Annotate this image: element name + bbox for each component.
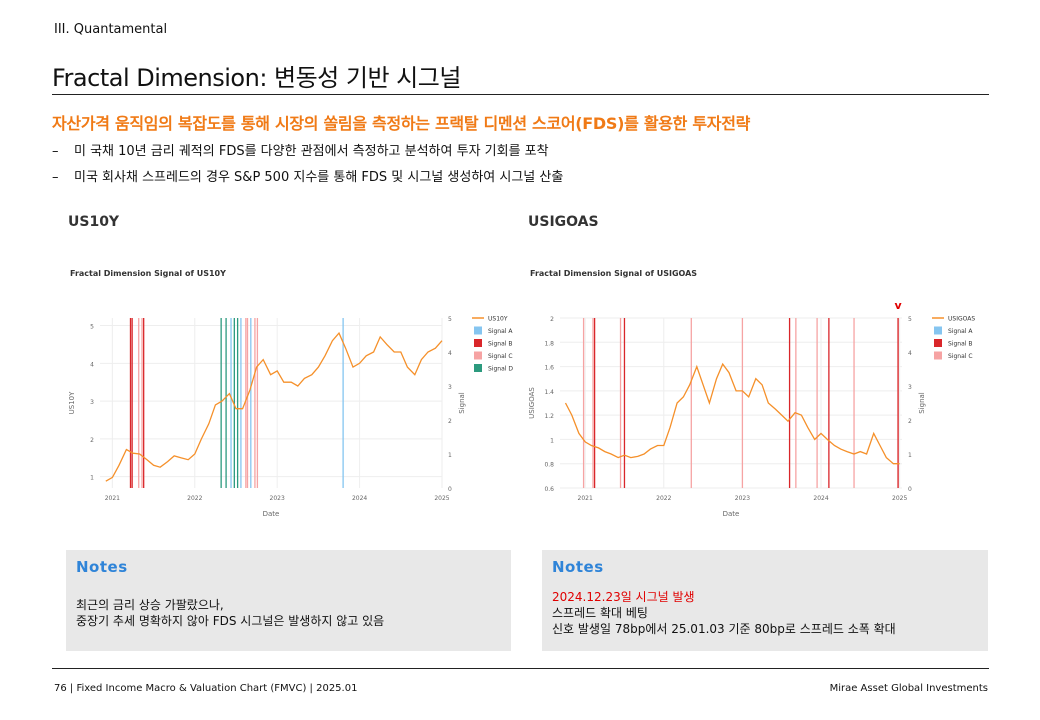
chart-heading-us10y: US10Y	[68, 214, 120, 230]
bullet-text: 미 국채 10년 금리 궤적의 FDS를 다양한 관점에서 측정하고 분석하여 …	[74, 144, 549, 159]
legend-swatch	[934, 339, 942, 347]
top-divider	[52, 94, 989, 95]
chart-heading-usigoas: USIGOAS	[528, 214, 599, 230]
y-tick-label: 5	[90, 324, 94, 331]
x-tick-label: 2024	[813, 495, 828, 502]
x-tick-label: 2022	[187, 495, 202, 502]
legend-swatch	[474, 351, 482, 360]
y2-tick-label: 0	[908, 486, 912, 493]
legend-swatch	[934, 351, 942, 360]
y2-tick-label: 5	[448, 316, 452, 323]
legend-label: USIGOAS	[948, 316, 975, 323]
y-tick-label: 2	[90, 437, 94, 444]
y2-tick-label: 2	[448, 418, 452, 425]
legend-label: Signal A	[488, 328, 513, 335]
y2-tick-label: 2	[908, 418, 912, 425]
notes-box-usigoas: Notes 2024.12.23일 시그널 발생 스프레드 확대 베팅 신호 발…	[542, 550, 988, 651]
legend-label: US10Y	[488, 316, 508, 323]
y-tick-label: 3	[90, 399, 94, 406]
legend-swatch	[474, 364, 482, 372]
legend-swatch	[474, 326, 482, 335]
x-tick-label: 2022	[656, 495, 671, 502]
usigoas-chart: Fractal Dimension Signal of USIGOAS 0.6 0.…	[528, 269, 975, 518]
y2-axis-label: Signal	[918, 392, 926, 414]
x-axis-label: Date	[263, 510, 280, 518]
y-tick-label: 1.6	[544, 365, 554, 372]
y2-tick-label: 5	[908, 316, 912, 323]
y2-tick-label: 1	[908, 452, 912, 459]
legend-label: Signal B	[488, 341, 512, 348]
legend-label: Signal C	[948, 353, 973, 360]
legend-swatch	[474, 339, 482, 347]
x-tick-label: 2023	[270, 495, 285, 502]
x-tick-label: 2021	[105, 495, 120, 502]
notes-line: 신호 발생일 78bp에서 25.01.03 기준 80bp로 스프레드 소폭 …	[552, 622, 896, 636]
y2-axis-label: Signal	[458, 392, 466, 414]
x-tick-label: 2025	[434, 495, 449, 502]
signal-marker: v	[894, 299, 902, 312]
us10y-chart: Fractal Dimension Signal of US10Y 1 2 3 4 5 0 1…	[68, 269, 513, 518]
notes-line: 최근의 금리 상승 가팔랐으나,	[76, 598, 224, 612]
bullet-item: – 미 국채 10년 금리 궤적의 FDS를 다양한 관점에서 측정하고 분석하여…	[52, 144, 549, 159]
y-tick-label: 1	[550, 437, 554, 444]
y2-tick-label: 3	[448, 384, 452, 391]
chart-title: Fractal Dimension Signal of US10Y	[70, 269, 226, 278]
footer-left: 76 | Fixed Income Macro & Valuation Char…	[54, 683, 358, 694]
legend-swatch	[934, 326, 942, 335]
notes-line-signal-date: 2024.12.23일 시그널 발생	[552, 590, 695, 604]
footer-right: Mirae Asset Global Investments	[829, 683, 988, 694]
notes-title: Notes	[552, 558, 604, 576]
y-tick-label: 4	[90, 361, 94, 368]
x-tick-label: 2021	[578, 495, 593, 502]
y-tick-label: 2	[550, 316, 554, 323]
y2-tick-label: 4	[448, 350, 452, 357]
chart-title: Fractal Dimension Signal of USIGOAS	[530, 269, 697, 278]
y-tick-label: 1	[90, 475, 94, 482]
notes-line: 스프레드 확대 베팅	[552, 606, 648, 620]
y-tick-label: 0.6	[544, 486, 554, 493]
y-axis-label: USIGOAS	[528, 387, 536, 419]
y-axis-label: US10Y	[68, 391, 76, 414]
y2-tick-label: 0	[448, 486, 452, 493]
y-tick-label: 0.8	[544, 462, 554, 469]
y-tick-label: 1.2	[544, 413, 554, 420]
bullet-item: – 미국 회사채 스프레드의 경우 S&P 500 지수를 통해 FDS 및 시그…	[52, 170, 564, 185]
legend-label: Signal D	[488, 366, 513, 373]
section-label: III. Quantamental	[54, 22, 168, 37]
legend-label: Signal A	[948, 328, 973, 335]
y2-tick-label: 3	[908, 384, 912, 391]
series-line	[105, 331, 443, 482]
x-tick-label: 2023	[735, 495, 750, 502]
y-tick-label: 1.4	[544, 389, 554, 396]
x-tick-label: 2024	[352, 495, 367, 502]
legend-label: Signal C	[488, 353, 513, 360]
notes-title: Notes	[76, 558, 128, 576]
y2-tick-label: 1	[448, 452, 452, 459]
page-title: Fractal Dimension: 변동성 기반 시그널	[52, 64, 461, 92]
y-tick-label: 1.8	[544, 340, 554, 347]
bullet-text: 미국 회사채 스프레드의 경우 S&P 500 지수를 통해 FDS 및 시그널…	[74, 170, 564, 185]
bottom-divider	[52, 668, 989, 669]
series-line	[564, 362, 900, 465]
x-tick-label: 2025	[892, 495, 907, 502]
notes-line: 중장기 추세 명확하지 않아 FDS 시그널은 발생하지 않고 있음	[76, 614, 385, 628]
legend-label: Signal B	[948, 341, 972, 348]
x-axis-label: Date	[723, 510, 740, 518]
page-subtitle: 자산가격 움직임의 복잡도를 통해 시장의 쏠림을 측정하는 프랙탈 디멘션 스…	[52, 114, 751, 133]
notes-box-us10y: Notes 최근의 금리 상승 가팔랐으나, 중장기 추세 명확하지 않아 FD…	[66, 550, 511, 651]
y2-tick-label: 4	[908, 350, 912, 357]
